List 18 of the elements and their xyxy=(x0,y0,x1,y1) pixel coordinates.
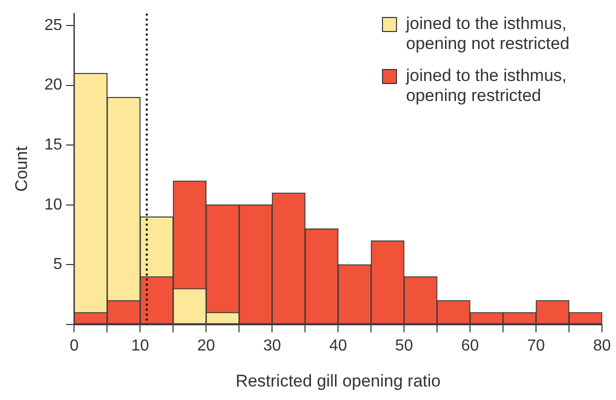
x-tick-label: 20 xyxy=(197,337,216,354)
y-tick-label: 15 xyxy=(44,136,62,154)
y-tick-label: 25 xyxy=(44,16,62,34)
y-tick-label: 10 xyxy=(44,196,62,214)
y-tick-label: 5 xyxy=(53,256,62,274)
x-tick-label: 70 xyxy=(527,337,546,354)
legend-label: joined to the isthmus, opening not restricted xyxy=(406,14,570,54)
x-tick-label: 30 xyxy=(263,337,282,354)
x-tick-label: 60 xyxy=(461,337,480,354)
legend-label: joined to the isthmus, opening restricted xyxy=(406,66,568,106)
x-tick-label: 10 xyxy=(131,337,150,354)
x-tick-label: 50 xyxy=(395,337,414,354)
x-tick-label: 0 xyxy=(70,337,79,354)
y-tick-label: 20 xyxy=(44,76,62,94)
x-tick-label: 40 xyxy=(329,337,348,354)
x-axis-title: Restricted gill opening ratio xyxy=(236,371,441,390)
y-axis-title: Count xyxy=(12,146,31,192)
x-tick-label: 80 xyxy=(593,337,611,354)
